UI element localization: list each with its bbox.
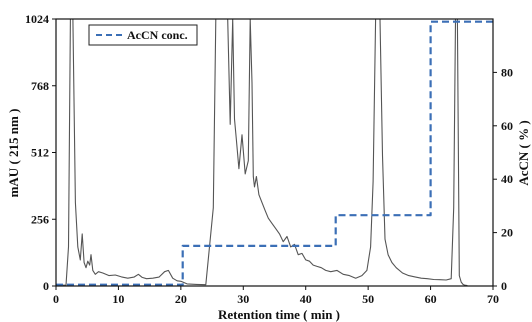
acetonitrile-gradient-line bbox=[56, 20, 493, 286]
y-left-tick-label: 768 bbox=[31, 79, 49, 93]
y-right-axis-title: AcCN ( % ) bbox=[516, 120, 531, 185]
x-tick-label: 30 bbox=[237, 292, 249, 306]
x-tick-label: 0 bbox=[53, 292, 59, 306]
y-left-tick-label: 256 bbox=[31, 212, 49, 226]
y-left-tick-label: 512 bbox=[31, 146, 49, 160]
legend-box bbox=[88, 24, 198, 46]
y-left-tick-label: 1024 bbox=[25, 12, 49, 26]
y-left-tick-label: 0 bbox=[43, 279, 49, 293]
legend-label: AcCN conc. bbox=[127, 28, 188, 42]
plot-layer bbox=[56, 19, 493, 286]
legend: AcCN conc. bbox=[88, 24, 198, 46]
y-left-axis-title: mAU ( 215 nm ) bbox=[6, 109, 21, 198]
x-tick-label: 50 bbox=[362, 292, 374, 306]
y-right-tick-label: 40 bbox=[501, 172, 513, 186]
y-right-tick-label: 20 bbox=[501, 226, 513, 240]
x-tick-label: 20 bbox=[175, 292, 187, 306]
x-axis-title: Retention time ( min ) bbox=[218, 307, 340, 322]
y-right-tick-label: 80 bbox=[501, 65, 513, 79]
x-tick-label: 60 bbox=[425, 292, 437, 306]
x-tick-label: 40 bbox=[300, 292, 312, 306]
x-tick-label: 70 bbox=[487, 292, 499, 306]
x-tick-label: 10 bbox=[112, 292, 124, 306]
y-right-tick-label: 60 bbox=[501, 119, 513, 133]
y-right-tick-label: 0 bbox=[501, 279, 507, 293]
chromatogram-trace bbox=[56, 19, 468, 286]
